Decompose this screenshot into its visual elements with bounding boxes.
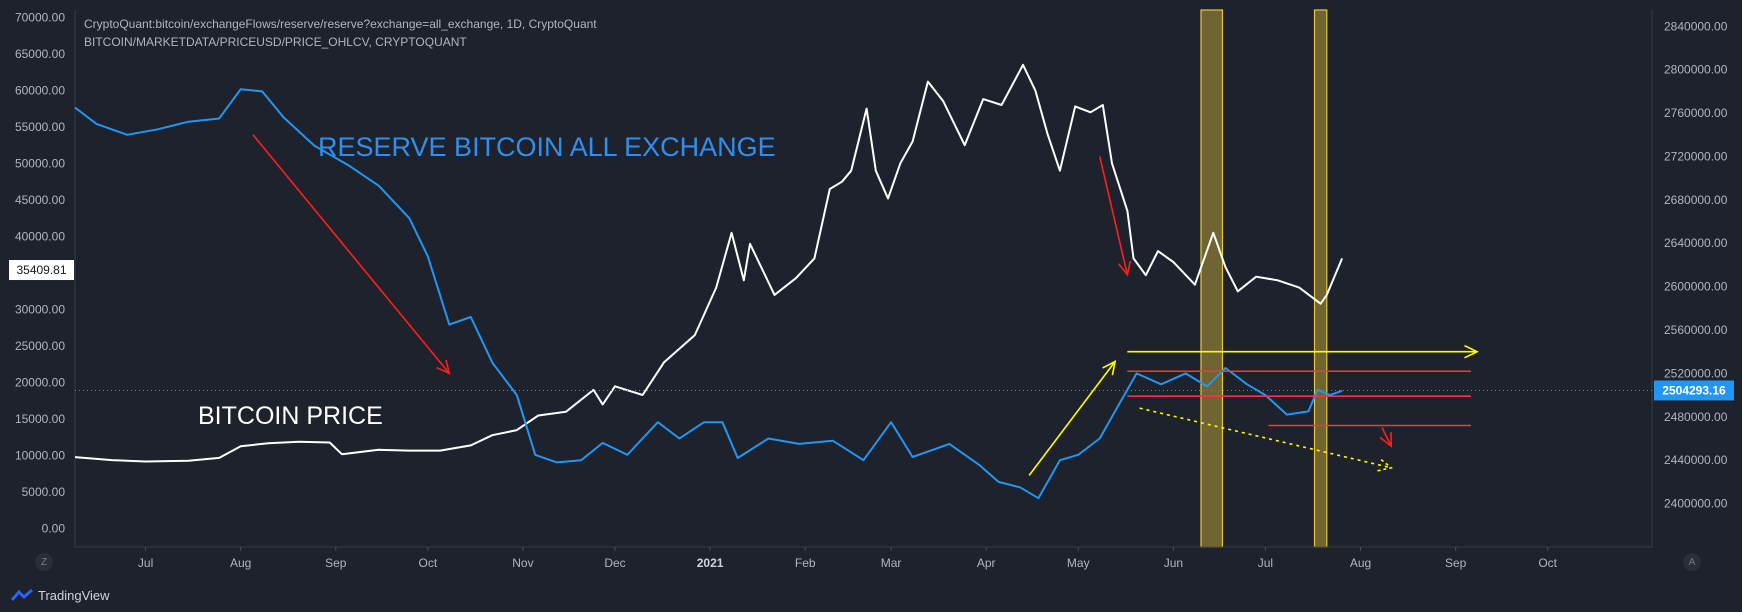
left-tick-label: 45000.00: [15, 193, 65, 207]
right-tick-label: 2760000.00: [1664, 106, 1728, 120]
annotation-arrowhead: [1377, 458, 1393, 472]
x-tick-label: Mar: [881, 556, 902, 570]
left-tick-label: 50000.00: [15, 156, 65, 170]
left-tick-label: 65000.00: [15, 47, 65, 61]
annotation-arrowhead: [1102, 360, 1117, 376]
left-tick-label: 25000.00: [15, 339, 65, 353]
annotation-arrowhead: [1464, 344, 1479, 359]
left-tick-label: 30000.00: [15, 303, 65, 317]
x-tick-label: Jul: [138, 556, 153, 570]
x-tick-label: May: [1067, 556, 1090, 570]
annotation-arrow: [1381, 427, 1392, 447]
x-tick-label: 2021: [697, 556, 724, 570]
x-tick-label: Sep: [1445, 556, 1467, 570]
left-tick-label: 0.00: [42, 522, 66, 536]
legend-series-2: BITCOIN/MARKETDATA/PRICEUSD/PRICE_OHLCV,…: [84, 35, 467, 49]
tradingview-cloud-icon: [10, 588, 33, 601]
annotation-arrow: [1028, 361, 1116, 476]
right-tick-label: 2440000.00: [1664, 453, 1728, 467]
x-tick-label: Apr: [977, 556, 996, 570]
left-tick-label: 10000.00: [15, 449, 65, 463]
price-series-line: [74, 63, 1344, 463]
axes: Jul Aug Sep Oct Nov Dec 2021 Feb Mar Apr May Jun Jul…: [9, 10, 1734, 570]
annotation-arrow: [252, 134, 450, 374]
highlight-band: [1313, 9, 1328, 548]
right-tick-label: 2800000.00: [1664, 63, 1728, 77]
highlight-band: [1200, 9, 1224, 548]
x-tick-label: Jun: [1164, 556, 1183, 570]
right-tick-label: 2400000.00: [1664, 497, 1728, 511]
left-tick-label: 60000.00: [15, 83, 65, 97]
x-tick-label: Sep: [325, 556, 347, 570]
plot-frame: [74, 10, 1653, 548]
annotation-arrow: [1139, 407, 1392, 469]
x-tick-label: Oct: [1538, 556, 1557, 570]
left-tick-label: 70000.00: [15, 10, 65, 24]
right-current-value-badge: [1654, 380, 1734, 401]
tradingview-brand: TradingView: [38, 587, 110, 603]
right-tick-label: 2720000.00: [1664, 149, 1728, 163]
x-tick-label: Nov: [512, 556, 533, 570]
annotation-layer: [252, 134, 1479, 476]
x-tick-label: Aug: [1350, 556, 1371, 570]
annotation-arrow: [1098, 156, 1129, 275]
left-tick-label: 20000.00: [15, 376, 65, 390]
x-tick-label: Feb: [795, 556, 816, 570]
annotation-arrowhead: [1117, 260, 1132, 277]
annotation-arrowhead: [1379, 432, 1393, 448]
reserve-annotation-label: RESERVE BITCOIN ALL EXCHANGE: [318, 132, 776, 162]
tradingview-logo[interactable]: TradingView: [10, 585, 110, 605]
annotation-arrowhead: [436, 359, 451, 375]
left-scale-button[interactable]: Z: [35, 553, 53, 571]
x-tick-label: Oct: [418, 556, 437, 570]
left-tick-label: 55000.00: [15, 120, 65, 134]
right-tick-label: 2480000.00: [1664, 410, 1728, 424]
right-current-value-label: 2504293.16: [1662, 383, 1726, 397]
left-current-value-label: 35409.81: [16, 263, 66, 277]
x-tick-label: Jul: [1258, 556, 1273, 570]
right-tick-label: 2560000.00: [1664, 323, 1728, 337]
series-layer: [74, 63, 1652, 500]
right-tick-label: 2840000.00: [1664, 19, 1728, 33]
left-current-value-badge: [9, 260, 74, 281]
price-annotation-label: BITCOIN PRICE: [198, 402, 383, 430]
right-tick-label: 2640000.00: [1664, 236, 1728, 250]
legend-series-1: CryptoQuant:bitcoin/exchangeFlows/reserv…: [84, 17, 597, 31]
left-tick-label: 40000.00: [15, 229, 65, 243]
right-tick-label: 2680000.00: [1664, 193, 1728, 207]
x-tick-label: Dec: [604, 556, 625, 570]
left-tick-label: 5000.00: [22, 485, 66, 499]
x-tick-label: Aug: [230, 556, 251, 570]
reserve-series-line: [74, 88, 1343, 500]
right-tick-label: 2520000.00: [1664, 366, 1728, 380]
highlight-bands: [1200, 9, 1328, 548]
right-tick-label: 2600000.00: [1664, 280, 1728, 294]
right-scale-button[interactable]: A: [1683, 553, 1701, 571]
left-tick-label: 15000.00: [15, 412, 65, 426]
